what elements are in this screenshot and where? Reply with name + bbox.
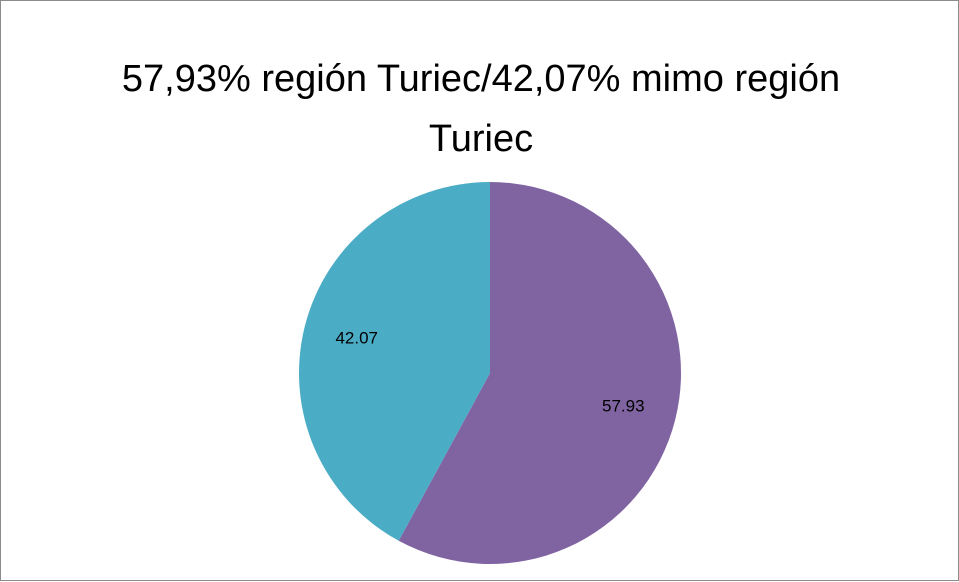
- pie-slice: [299, 182, 490, 541]
- data-label: 57.93: [602, 396, 645, 415]
- pie-slice: [398, 182, 681, 564]
- chart-title: 57,93% región Turiec/42,07% mimo región …: [121, 58, 841, 160]
- data-label: 42.07: [335, 329, 378, 348]
